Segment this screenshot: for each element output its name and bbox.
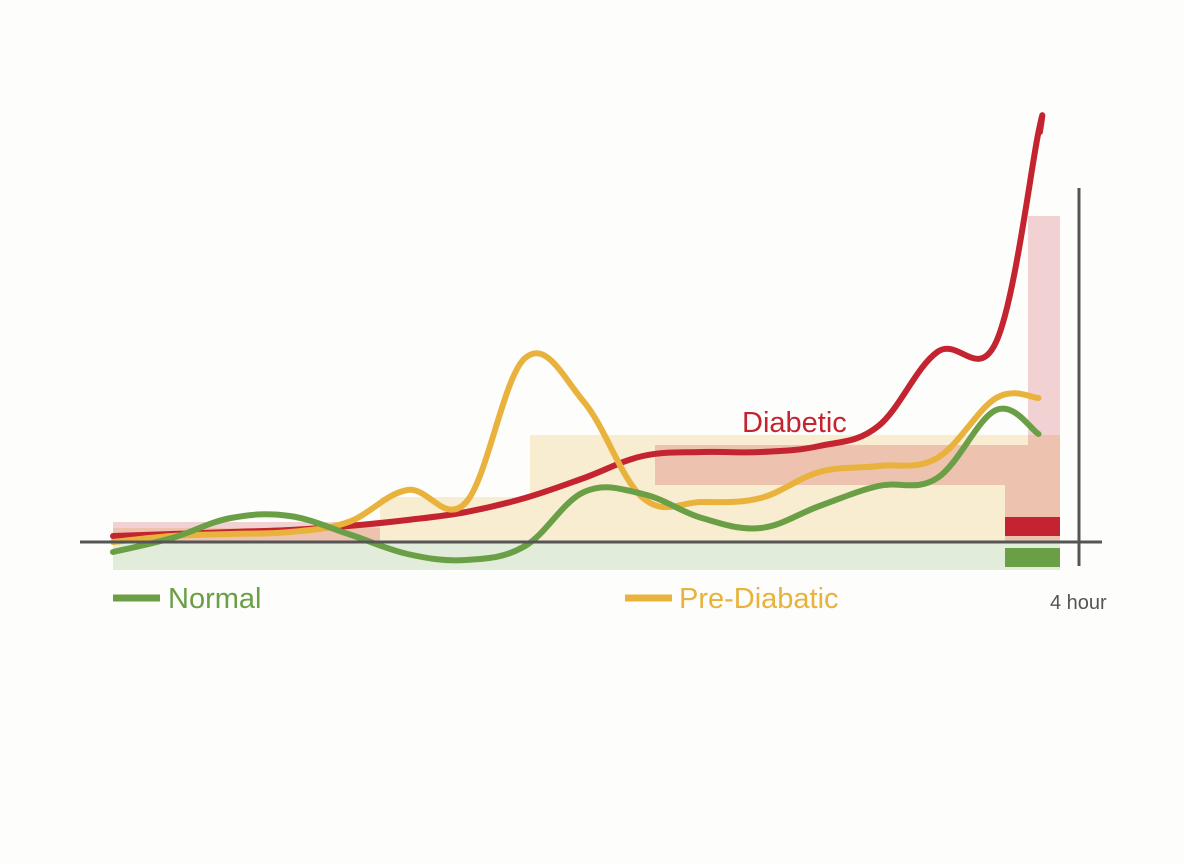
diabetic-band: [113, 216, 1060, 542]
normal-band: [113, 542, 1060, 570]
legend-pre-diabetic: Pre-Diabatic: [625, 583, 839, 615]
series-line-normal: [110, 405, 1042, 564]
series-lines: [110, 112, 1046, 564]
legend-pre-diabetic-label: Pre-Diabatic: [679, 583, 839, 615]
normal-end-marker: [1005, 548, 1060, 567]
x-end-tick-label: 4 hour: [1050, 592, 1107, 614]
axes: [80, 188, 1102, 566]
diabetic-series-label: Diabetic: [742, 407, 847, 439]
end-markers: [1005, 517, 1060, 567]
legend-normal: Normal: [113, 583, 261, 615]
diabetic-end-marker: [1005, 517, 1060, 536]
legend-normal-label: Normal: [168, 583, 261, 615]
series-line-pre-diabatic: [110, 350, 1042, 545]
